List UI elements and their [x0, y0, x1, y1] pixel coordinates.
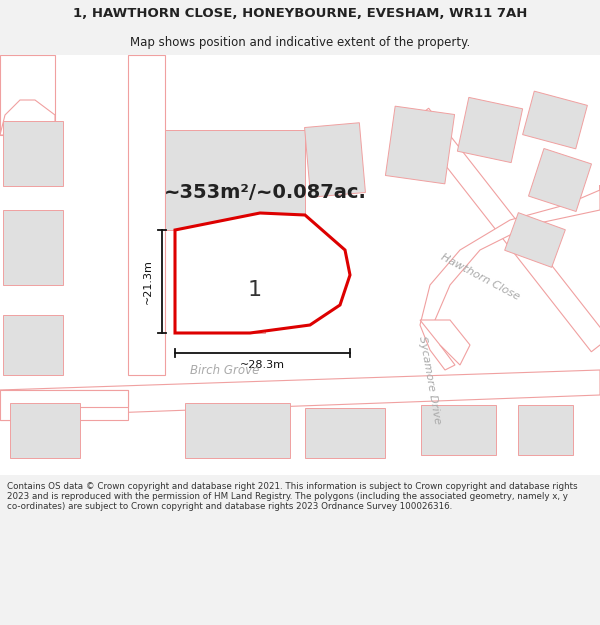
- Polygon shape: [529, 149, 592, 211]
- Polygon shape: [421, 405, 496, 455]
- Polygon shape: [0, 100, 55, 135]
- Polygon shape: [175, 213, 350, 333]
- Text: Map shows position and indicative extent of the property.: Map shows position and indicative extent…: [130, 36, 470, 49]
- Polygon shape: [0, 370, 600, 417]
- Polygon shape: [128, 55, 165, 375]
- Polygon shape: [0, 390, 128, 420]
- Polygon shape: [305, 122, 365, 198]
- Text: Hawthorn Close: Hawthorn Close: [439, 252, 521, 302]
- Polygon shape: [420, 320, 470, 365]
- Text: ~28.3m: ~28.3m: [240, 360, 285, 370]
- Polygon shape: [185, 402, 290, 458]
- Polygon shape: [0, 55, 600, 475]
- Text: Contains OS data © Crown copyright and database right 2021. This information is : Contains OS data © Crown copyright and d…: [7, 482, 578, 511]
- Text: 1: 1: [248, 280, 262, 300]
- Polygon shape: [3, 315, 63, 375]
- Text: Birch Grove: Birch Grove: [190, 364, 260, 376]
- Polygon shape: [3, 121, 63, 186]
- Polygon shape: [305, 408, 385, 458]
- Text: 1, HAWTHORN CLOSE, HONEYBOURNE, EVESHAM, WR11 7AH: 1, HAWTHORN CLOSE, HONEYBOURNE, EVESHAM,…: [73, 8, 527, 20]
- Polygon shape: [0, 390, 128, 420]
- Polygon shape: [165, 130, 305, 230]
- Polygon shape: [3, 209, 63, 284]
- Polygon shape: [505, 213, 565, 268]
- Polygon shape: [385, 106, 455, 184]
- Polygon shape: [175, 230, 305, 333]
- Text: ~353m²/~0.087ac.: ~353m²/~0.087ac.: [164, 184, 367, 203]
- Polygon shape: [10, 402, 80, 458]
- Polygon shape: [0, 55, 55, 135]
- Polygon shape: [457, 98, 523, 162]
- Text: ~21.3m: ~21.3m: [143, 259, 153, 304]
- Polygon shape: [412, 108, 600, 352]
- Polygon shape: [517, 405, 572, 455]
- Polygon shape: [523, 91, 587, 149]
- Polygon shape: [420, 185, 600, 370]
- Text: Sycamore Drive: Sycamore Drive: [418, 335, 443, 425]
